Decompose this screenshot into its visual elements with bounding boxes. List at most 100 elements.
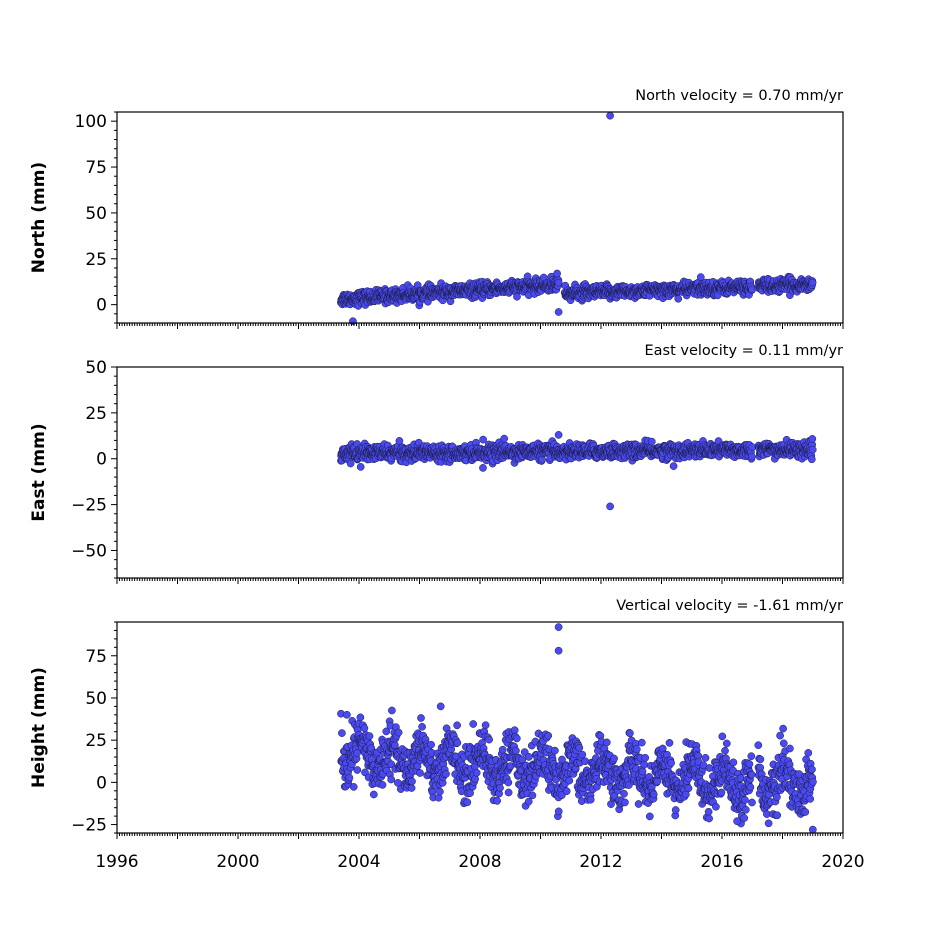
velocity-annotation: East velocity = 0.11 mm/yr — [644, 343, 843, 359]
data-point — [510, 726, 519, 735]
data-point — [721, 746, 729, 755]
velocity-annotation: North velocity = 0.70 mm/yr — [635, 88, 843, 104]
outlier-point — [808, 825, 817, 834]
data-point — [472, 768, 481, 777]
y-tick-label: 0 — [96, 450, 107, 470]
data-point — [748, 443, 757, 451]
data-point — [747, 752, 756, 761]
data-point — [353, 766, 362, 774]
data-point — [756, 755, 765, 764]
data-point — [649, 790, 658, 799]
data-point — [442, 770, 450, 778]
data-point — [562, 787, 571, 796]
outlier-point — [733, 817, 741, 826]
data-point — [407, 784, 416, 792]
plot-frame — [116, 366, 844, 579]
data-point — [722, 739, 731, 748]
data-point — [621, 798, 629, 807]
data-point — [575, 743, 584, 752]
data-point — [365, 732, 374, 740]
data-point — [741, 796, 749, 804]
data-point — [369, 790, 378, 799]
data-point — [736, 774, 745, 783]
data-point — [647, 437, 656, 446]
panel-east: −50 −25 0 25 50 East (mm) East velocity = 0.11… — [29, 343, 844, 584]
y-axis-label: East (mm) — [29, 423, 49, 521]
data-point — [346, 459, 355, 468]
y-tick-label: −25 — [71, 496, 107, 516]
outlier-point — [553, 269, 561, 278]
y-tick-label: 75 — [85, 647, 107, 667]
data-point — [496, 784, 504, 792]
data-point — [360, 724, 369, 733]
data-point — [513, 292, 521, 301]
data-point — [640, 760, 649, 769]
data-point — [807, 455, 816, 464]
data-point — [808, 765, 816, 774]
y-tick-label: 75 — [85, 158, 107, 178]
data-point — [356, 713, 365, 722]
data-point — [602, 738, 611, 747]
outlier-point — [436, 702, 445, 711]
data-point — [645, 812, 654, 821]
outlier-point — [669, 462, 678, 470]
data-point — [395, 437, 404, 445]
data-point — [408, 777, 416, 786]
data-point — [391, 741, 399, 750]
data-point — [504, 778, 513, 787]
data-point — [512, 734, 521, 743]
data-point — [524, 797, 533, 806]
y-tick-label: 50 — [85, 689, 107, 709]
data-point — [773, 811, 782, 820]
data-point — [671, 806, 680, 814]
data-point — [779, 724, 787, 733]
data-point — [705, 814, 713, 823]
y-tick-label: 0 — [96, 296, 107, 316]
data-point — [469, 720, 478, 728]
data-point — [801, 808, 810, 816]
data-point — [345, 773, 354, 782]
data-point — [544, 731, 553, 740]
outlier-point — [349, 317, 357, 326]
data-point — [551, 746, 559, 755]
outlier-point — [554, 308, 563, 316]
data-point — [626, 729, 634, 738]
data-point — [745, 760, 754, 768]
data-point — [746, 783, 755, 792]
y-tick-label: −25 — [71, 816, 107, 836]
data-point — [701, 754, 710, 762]
data-point — [741, 805, 750, 814]
y-tick-label: 0 — [96, 773, 107, 793]
y-tick-label: 25 — [85, 250, 107, 270]
data-point — [740, 814, 749, 822]
data-point — [554, 278, 563, 287]
data-point — [498, 745, 507, 754]
outlier-point — [606, 502, 614, 511]
data-point — [808, 278, 817, 287]
data-point — [786, 744, 794, 753]
data-point — [349, 783, 358, 791]
data-point — [479, 435, 487, 444]
data-point — [387, 775, 396, 784]
data-point — [773, 793, 781, 801]
series-height-points — [337, 623, 817, 834]
data-point — [756, 763, 765, 772]
data-point — [578, 750, 587, 759]
data-point — [748, 798, 756, 807]
data-point — [610, 754, 618, 763]
data-point — [665, 739, 674, 747]
y-tick-label: −50 — [71, 541, 107, 561]
data-point — [565, 776, 574, 785]
data-point — [808, 445, 817, 454]
data-point — [388, 706, 396, 715]
data-point — [453, 721, 461, 730]
data-point — [481, 721, 490, 730]
y-tick-label: 100 — [75, 112, 107, 132]
data-point — [634, 800, 643, 808]
data-point — [764, 819, 773, 828]
panel-north: 0 25 50 75 100 North (mm) North velocity = 0.7… — [29, 88, 844, 329]
data-point — [581, 757, 590, 766]
data-point — [747, 770, 756, 779]
data-point — [684, 784, 693, 793]
